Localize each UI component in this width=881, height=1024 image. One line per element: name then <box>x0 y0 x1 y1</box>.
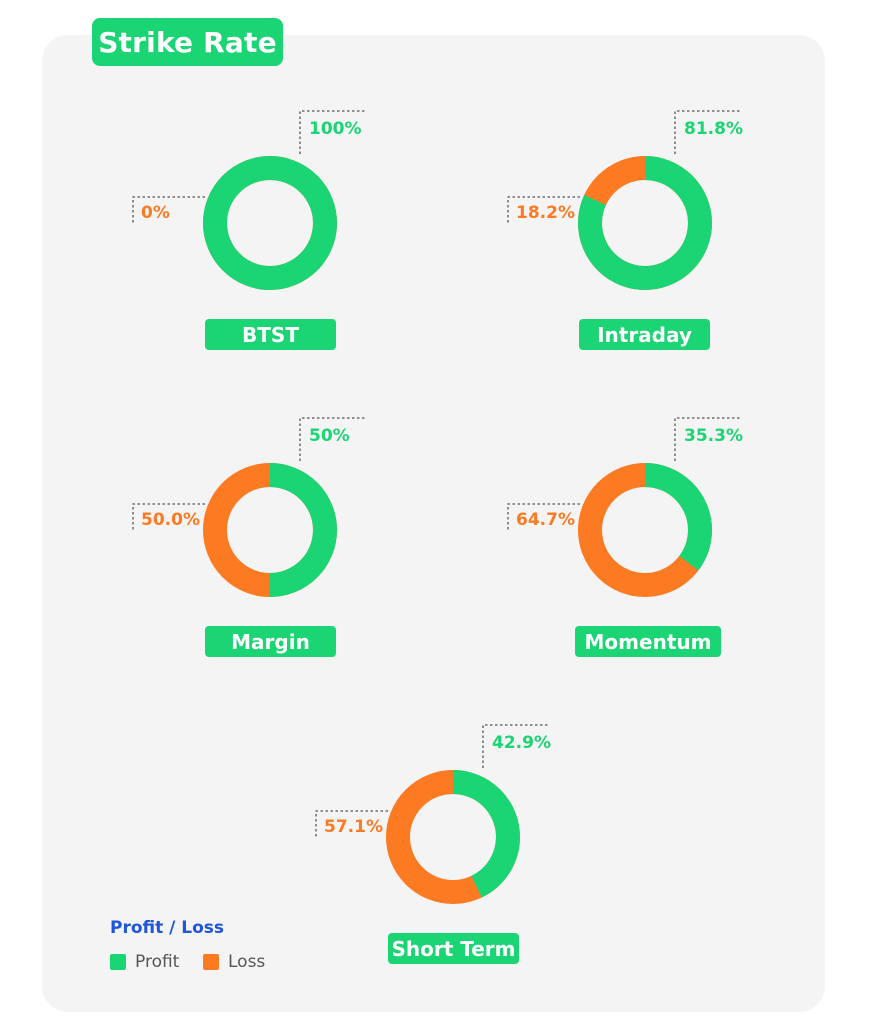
short-term-profit-label: 42.9% <box>492 733 551 753</box>
btst-donut: 100% 0% <box>132 110 366 290</box>
short-term-loss-label: 57.1% <box>324 817 383 837</box>
momentum-profit-leader <box>674 417 741 461</box>
margin-loss-label: 50.0% <box>141 510 200 530</box>
margin-loss-leader <box>132 503 205 530</box>
short-term-profit-slice <box>386 770 520 904</box>
intraday-loss-leader <box>507 196 580 223</box>
btst-profit-slice <box>203 156 337 290</box>
btst-profit-label: 100% <box>309 119 362 139</box>
momentum-profit-slice <box>578 463 712 597</box>
momentum-loss-leader <box>507 503 580 530</box>
btst-profit-leader <box>299 110 366 154</box>
legend-title: Profit / Loss <box>110 918 225 938</box>
momentum-profit-label: 35.3% <box>684 426 743 446</box>
legend-swatch-loss <box>203 954 219 970</box>
momentum-category-label: Momentum <box>575 626 721 657</box>
intraday-profit-label: 81.8% <box>684 119 743 139</box>
margin-category-label: Margin <box>205 626 336 657</box>
margin-donut: 50% 50.0% <box>132 417 366 597</box>
momentum-donut: 35.3% 64.7% <box>507 417 743 597</box>
legend-item-profit: Profit <box>110 952 179 972</box>
btst-loss-label: 0% <box>141 203 170 223</box>
margin-profit-slice <box>203 463 337 597</box>
margin-profit-label: 50% <box>309 426 350 446</box>
short-term-loss-leader <box>315 810 388 837</box>
margin-profit-leader <box>299 417 366 461</box>
momentum-loss-label: 64.7% <box>516 510 575 530</box>
btst-loss-leader <box>132 196 205 223</box>
page-title: Strike Rate <box>92 18 283 66</box>
short-term-category-label: Short Term <box>388 933 519 964</box>
short-term-profit-leader <box>482 724 549 768</box>
intraday-loss-label: 18.2% <box>516 203 575 223</box>
btst-category-label: BTST <box>205 319 336 350</box>
legend-swatch-profit <box>110 954 126 970</box>
legend-label-loss: Loss <box>228 952 266 972</box>
intraday-category-label: Intraday <box>579 319 710 350</box>
intraday-profit-slice <box>578 156 712 290</box>
legend-label-profit: Profit <box>135 952 180 972</box>
intraday-profit-leader <box>674 110 741 154</box>
intraday-donut: 81.8% 18.2% <box>507 110 743 290</box>
short-term-donut: 42.9% 57.1% <box>315 724 551 904</box>
legend-item-loss: Loss <box>203 952 265 972</box>
